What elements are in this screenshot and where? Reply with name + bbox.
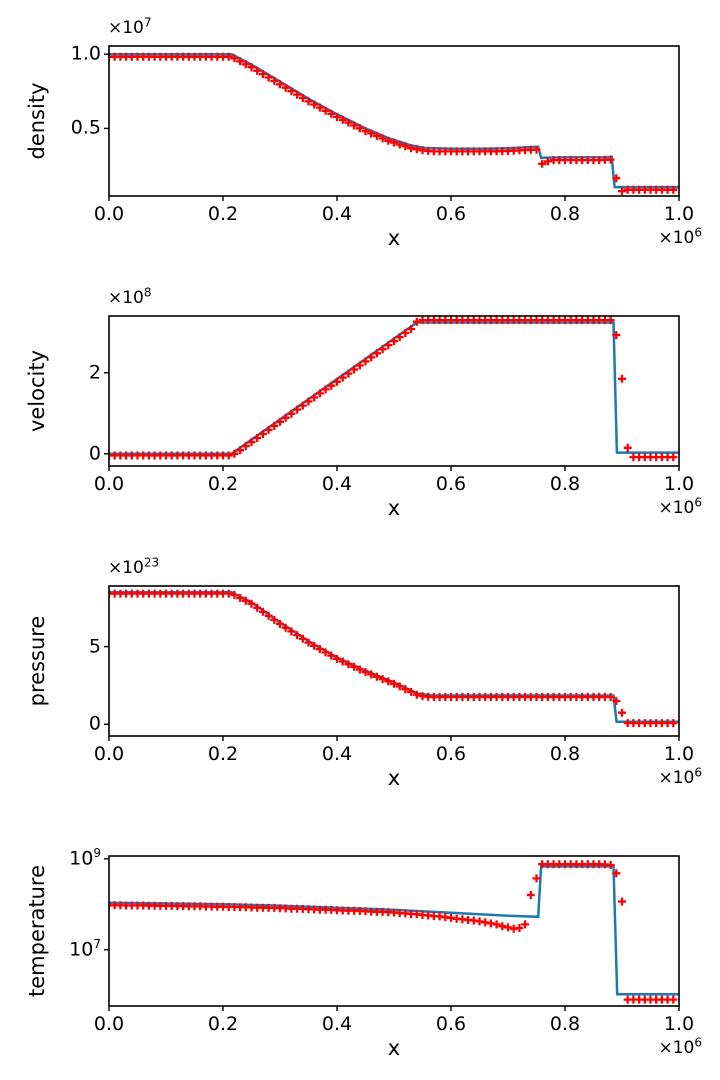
axes-frame (108, 585, 680, 737)
simulation-markers (109, 860, 678, 1004)
x-tick-label: 0.0 (93, 203, 125, 225)
solution-line (109, 52, 679, 189)
x-axis-offset-label: ×106 (658, 1035, 702, 1058)
axes-frame (108, 855, 680, 1007)
y-axis-label: density (25, 82, 49, 160)
x-tick-label: 0.2 (207, 473, 239, 495)
y-tick-label: 2 (88, 361, 101, 384)
x-axis-offset-label: ×106 (658, 765, 702, 788)
x-tick-label: 0.0 (93, 1013, 125, 1035)
x-tick-label: 0.0 (93, 473, 125, 495)
y-axis-offset-label: ×108 (108, 285, 152, 308)
y-tick-label: 0 (88, 442, 101, 465)
x-tick-label: 0.6 (435, 1013, 467, 1035)
pressure-plot-canvas (104, 585, 680, 741)
x-tick-label: 0.4 (321, 743, 353, 765)
temperature-plot-canvas (104, 855, 680, 1011)
velocity-subplot: ×108 velocity x ×106 0.0 0.2 0.4 0.6 0.8 1.0 0… (0, 270, 720, 540)
y-tick-label: 0.5 (70, 116, 101, 139)
x-tick-label: 1.0 (663, 203, 695, 225)
x-tick-label: 1.0 (663, 1013, 695, 1035)
x-tick-label: 0.4 (321, 1013, 353, 1035)
x-tick-label: 0.8 (549, 1013, 581, 1035)
x-tick-label: 0.2 (207, 1013, 239, 1035)
x-axis-offset-label: ×106 (658, 495, 702, 518)
y-tick-label: 1.0 (70, 42, 101, 65)
solution-line (109, 865, 679, 996)
x-axis-label: x (387, 1036, 401, 1060)
x-tick-label: 0.4 (321, 203, 353, 225)
simulation-markers (109, 316, 678, 462)
x-tick-label: 0.6 (435, 473, 467, 495)
y-tick-label: 107 (69, 936, 101, 961)
density-plot-canvas (104, 45, 680, 201)
x-tick-label: 0.0 (93, 743, 125, 765)
y-axis-label: velocity (25, 349, 49, 433)
temperature-subplot: temperature x ×106 0.0 0.2 0.4 0.6 0.8 1.0 107… (0, 810, 720, 1080)
x-axis-offset-label: ×106 (658, 225, 702, 248)
x-axis-label: x (387, 766, 401, 790)
x-tick-label: 0.2 (207, 203, 239, 225)
y-tick-label: 109 (69, 845, 101, 870)
x-axis-label: x (387, 496, 401, 520)
velocity-plot-canvas (104, 315, 680, 471)
x-tick-label: 1.0 (663, 743, 695, 765)
y-tick-label: 0 (88, 712, 101, 735)
x-tick-label: 0.8 (549, 743, 581, 765)
x-axis-label: x (387, 226, 401, 250)
y-tick-label: 5 (88, 635, 101, 658)
axes-frame (108, 315, 680, 467)
x-tick-label: 0.4 (321, 473, 353, 495)
axes-frame (108, 45, 680, 197)
y-axis-offset-label: ×107 (108, 15, 152, 38)
simulation-markers (109, 589, 678, 728)
x-tick-label: 0.8 (549, 203, 581, 225)
solution-line (109, 590, 679, 723)
pressure-subplot: ×1023 pressure x ×106 0.0 0.2 0.4 0.6 0.8 1.0… (0, 540, 720, 810)
x-tick-label: 1.0 (663, 473, 695, 495)
y-axis-offset-label: ×1023 (108, 555, 160, 578)
x-tick-label: 0.2 (207, 743, 239, 765)
density-subplot: ×107 density x ×106 0.0 0.2 0.4 0.6 0.8 1.0 0.… (0, 0, 720, 270)
y-axis-label: pressure (25, 615, 49, 707)
x-tick-label: 0.6 (435, 743, 467, 765)
simulation-markers (109, 52, 678, 196)
x-tick-label: 0.8 (549, 473, 581, 495)
y-axis-label: temperature (25, 865, 49, 997)
x-tick-label: 0.6 (435, 203, 467, 225)
